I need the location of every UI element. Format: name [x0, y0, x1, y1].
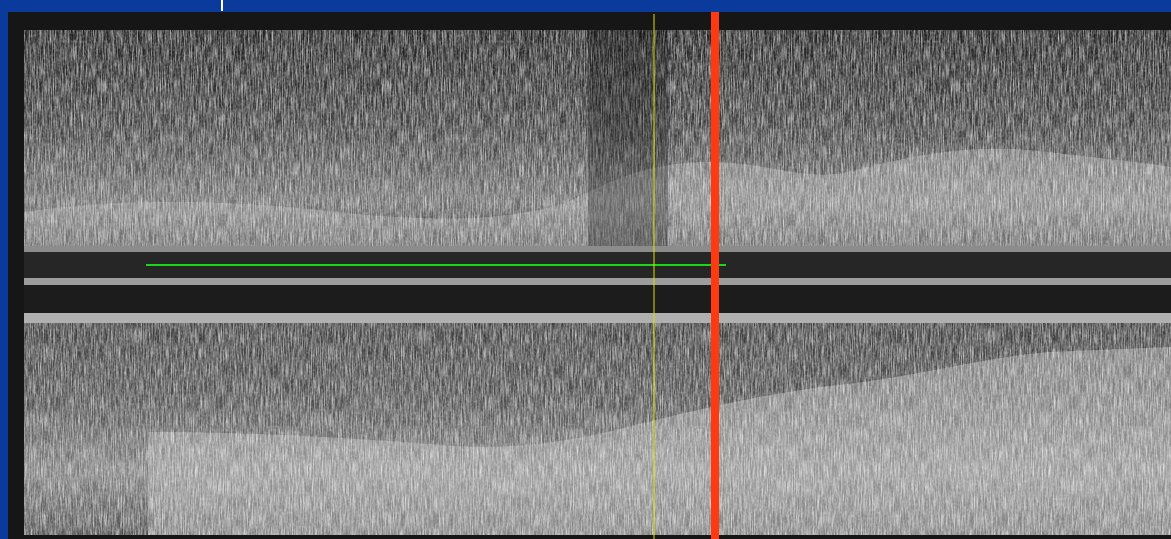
scan-image-panel	[8, 12, 1171, 539]
frame-tick-mark	[221, 0, 223, 11]
middle-band-region	[24, 246, 1171, 323]
red-position-marker[interactable]	[711, 12, 719, 539]
ultrasound-scan-image	[24, 12, 1171, 539]
lower-scan-region	[24, 323, 1171, 535]
upper-scan-region	[24, 30, 1171, 246]
